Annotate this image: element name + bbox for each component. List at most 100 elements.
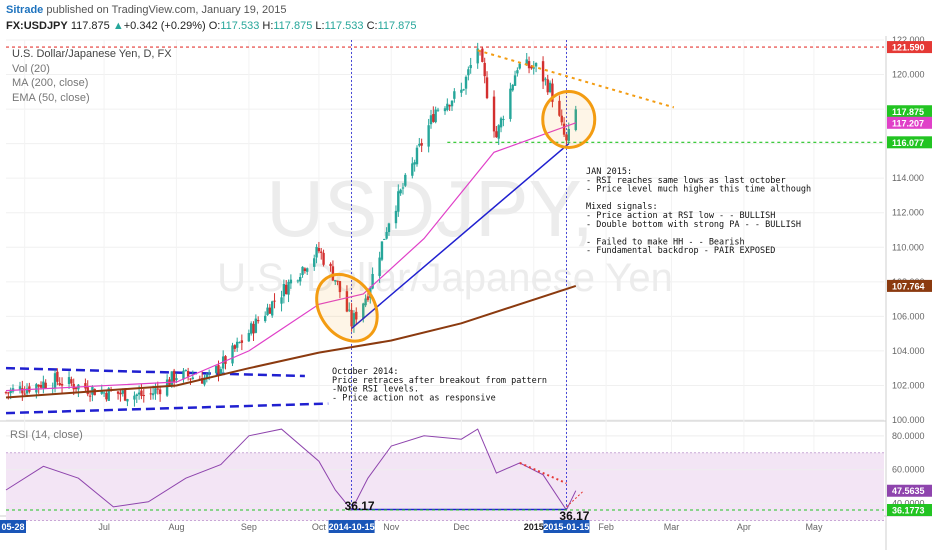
candle	[37, 384, 40, 387]
candle	[240, 340, 244, 343]
candle	[495, 131, 498, 138]
rsi-tick-label: 40.0000	[892, 499, 925, 509]
price-label-bg	[887, 116, 932, 129]
watermark-symbol: USDJPY,	[266, 164, 594, 253]
published-text: published on TradingView.com, January 19…	[46, 4, 287, 16]
price-axis[interactable]: 100.000102.000104.000106.000108.000110.0…	[887, 36, 932, 425]
candle	[320, 251, 323, 253]
candle	[511, 84, 514, 91]
candle	[156, 388, 159, 390]
annotation-line: October 2014:	[332, 367, 399, 377]
candle	[366, 296, 370, 300]
candle	[562, 123, 566, 135]
legend-volume[interactable]: Vol (20)	[12, 63, 50, 75]
candle	[151, 393, 155, 396]
rsi-low-label: 36.17	[345, 499, 375, 513]
price-label: 116.077	[892, 138, 924, 148]
candle	[483, 62, 486, 77]
symbol[interactable]: FX:USDJPY	[6, 20, 68, 32]
time-tick-label: Sep	[241, 522, 257, 532]
candle	[205, 374, 209, 378]
candle	[385, 231, 388, 239]
publisher-line: Sitrade published on TradingView.com, Ja…	[6, 3, 287, 17]
candle	[565, 134, 568, 141]
annotation-line: JAN 2015:	[586, 167, 632, 177]
candle	[411, 163, 414, 176]
publisher-name[interactable]: Sitrade	[6, 4, 44, 16]
candle	[252, 323, 255, 334]
candle	[184, 369, 188, 371]
candle	[567, 128, 570, 141]
candle	[331, 266, 335, 281]
candle	[53, 373, 57, 389]
candle	[282, 284, 286, 297]
candle	[481, 48, 484, 62]
candle	[137, 392, 141, 395]
chart-header: Sitrade published on TradingView.com, Ja…	[0, 0, 932, 36]
candle	[9, 389, 12, 394]
candle	[149, 393, 152, 395]
candle	[499, 118, 503, 128]
candle	[224, 356, 227, 364]
price-label: 117.207	[892, 118, 924, 128]
candle	[434, 109, 437, 123]
candle	[44, 382, 47, 389]
candle	[84, 383, 87, 389]
candle	[401, 187, 405, 189]
candle	[352, 313, 356, 327]
lower-highs-line	[477, 49, 675, 109]
candle	[534, 63, 538, 67]
candle	[289, 279, 293, 284]
time-tick-label: Oct	[312, 522, 327, 532]
ema50-line	[5, 122, 577, 392]
candle	[476, 48, 479, 64]
rsi-low-label: 36.17	[559, 509, 589, 523]
candle	[464, 76, 468, 89]
candle	[263, 315, 267, 322]
candle	[182, 370, 185, 380]
candle	[107, 388, 110, 401]
time-axis[interactable]: 05-28 Jul Aug Sep Oct 2014-10-15 Nov Dec 2015 201…	[0, 520, 823, 533]
close-label: C:	[366, 20, 378, 32]
legend-ema50[interactable]: EMA (50, close)	[12, 92, 90, 104]
candle	[287, 281, 290, 295]
candle	[25, 388, 29, 394]
candle	[485, 77, 489, 99]
price-tick-label: 106.000	[892, 311, 925, 321]
time-tick-label: Aug	[168, 522, 184, 532]
candle	[450, 100, 454, 107]
candle	[558, 100, 561, 116]
legend-ma200[interactable]: MA (200, close)	[12, 77, 88, 89]
close-value: 117.875	[377, 20, 417, 32]
candle	[383, 238, 386, 240]
rsi-axis[interactable]: 40.0000 60.0000 80.0000 47.5635 36.1773	[887, 431, 932, 517]
candle	[100, 391, 103, 394]
price-tick-label: 112.000	[892, 208, 924, 218]
moving-averages	[5, 122, 577, 399]
candle	[560, 115, 563, 123]
candle	[492, 96, 496, 132]
candle	[530, 66, 533, 69]
price-chart-area[interactable]: USDJPY, U.S. Dollar/Japanese Yen U.S. Do…	[0, 36, 932, 550]
annotation-line: - RSI reaches same lows as last october	[586, 176, 786, 186]
rsi-value-label: 47.5635	[892, 486, 925, 496]
candle	[116, 391, 120, 394]
legend-rsi[interactable]: RSI (14, close)	[10, 429, 83, 441]
candle	[140, 390, 143, 396]
trend-line	[351, 143, 570, 330]
time-tick-label: Dec	[453, 522, 470, 532]
time-tick-label: 2014-10-15	[329, 522, 375, 532]
price-tick-label: 114.000	[892, 173, 924, 183]
candle	[436, 109, 440, 111]
candle	[142, 395, 145, 397]
candle	[296, 280, 300, 282]
candle	[123, 388, 127, 401]
rsi-tick-label: 80.0000	[892, 431, 925, 441]
candle	[189, 378, 192, 380]
candle	[315, 246, 318, 258]
candle	[266, 307, 269, 316]
candle	[35, 384, 38, 393]
candle	[158, 389, 162, 395]
candle	[219, 369, 223, 375]
candle	[469, 64, 472, 69]
